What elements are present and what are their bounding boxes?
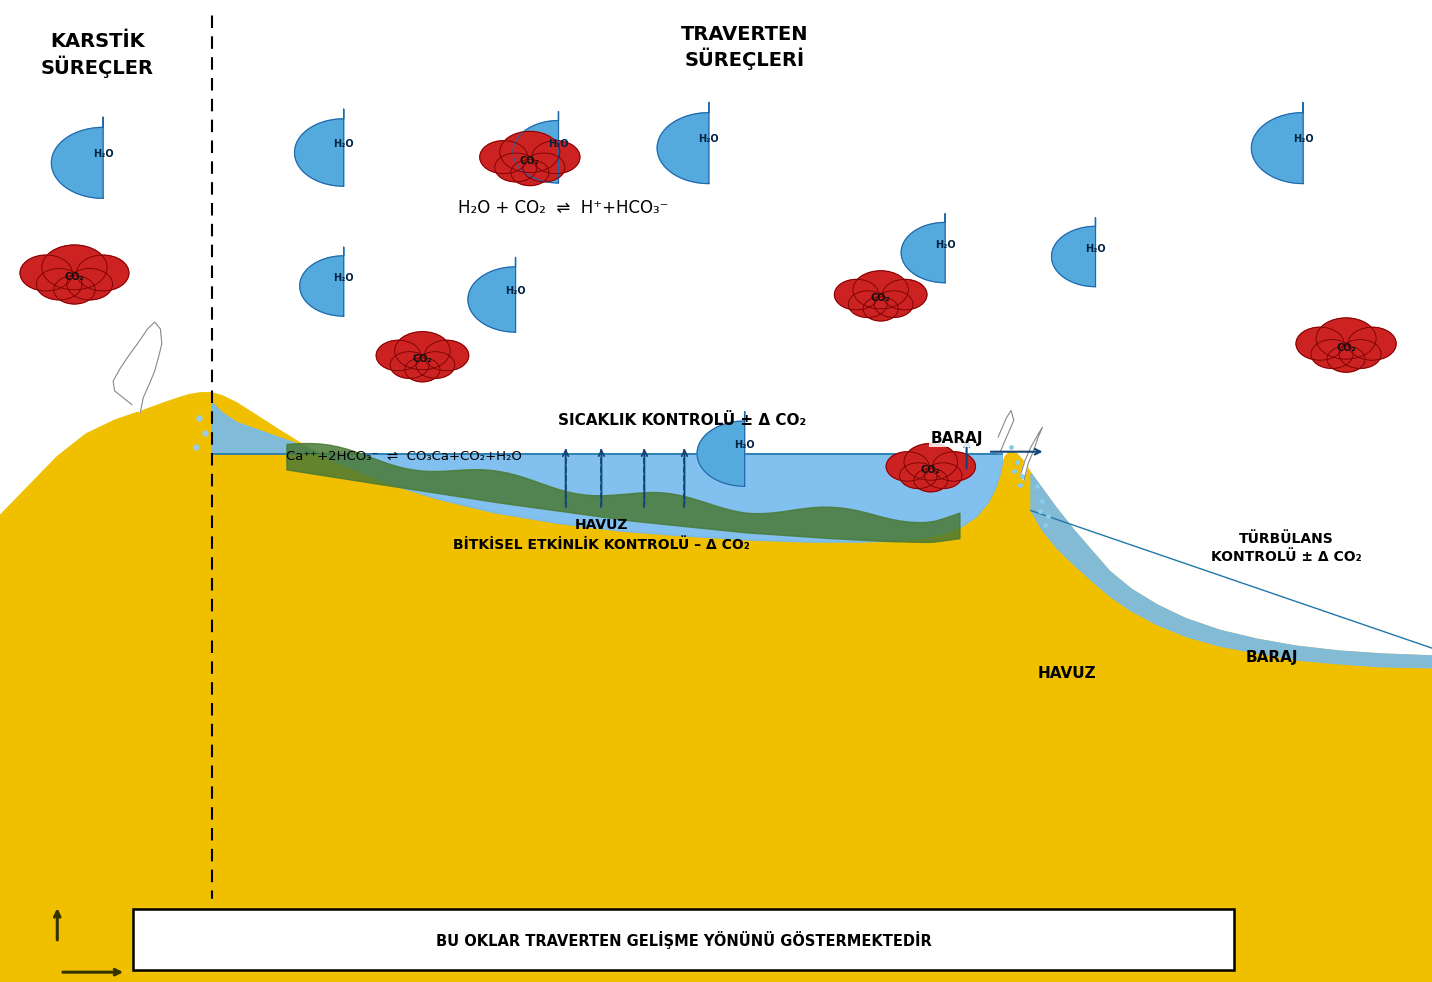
Text: CO₂: CO₂ bbox=[520, 156, 540, 166]
Text: TÜRBÜLANS
KONTROLÜ ± Δ CO₂: TÜRBÜLANS KONTROLÜ ± Δ CO₂ bbox=[1210, 532, 1362, 564]
Polygon shape bbox=[1021, 427, 1042, 481]
Text: CO₂: CO₂ bbox=[1336, 343, 1356, 353]
Polygon shape bbox=[1002, 452, 1432, 982]
Text: BU OKLAR TRAVERTEN GELİŞME YÖNÜNÜ GÖSTERMEKTEDİR: BU OKLAR TRAVERTEN GELİŞME YÖNÜNÜ GÖSTER… bbox=[435, 931, 932, 949]
Circle shape bbox=[932, 452, 975, 481]
Text: Ca⁺⁺+2HCO₃⁻  ⇌  CO₃Ca+CO₂+H₂O: Ca⁺⁺+2HCO₃⁻ ⇌ CO₃Ca+CO₂+H₂O bbox=[286, 450, 523, 464]
Polygon shape bbox=[113, 322, 162, 412]
Circle shape bbox=[495, 153, 537, 182]
Text: CO₂: CO₂ bbox=[871, 294, 891, 303]
Circle shape bbox=[886, 452, 929, 481]
Text: CO₂: CO₂ bbox=[64, 272, 84, 283]
Polygon shape bbox=[513, 112, 558, 183]
Polygon shape bbox=[697, 411, 745, 486]
Circle shape bbox=[390, 352, 430, 378]
Text: H₂O: H₂O bbox=[699, 135, 719, 144]
Circle shape bbox=[835, 279, 879, 310]
Circle shape bbox=[77, 255, 129, 291]
Polygon shape bbox=[657, 102, 709, 184]
Text: CO₂: CO₂ bbox=[412, 355, 432, 364]
Text: H₂O + CO₂  ⇌  H⁺+HCO₃⁻: H₂O + CO₂ ⇌ H⁺+HCO₃⁻ bbox=[458, 199, 669, 217]
Text: H₂O: H₂O bbox=[935, 240, 955, 250]
Text: H₂O: H₂O bbox=[334, 273, 354, 284]
Circle shape bbox=[523, 153, 564, 182]
Circle shape bbox=[853, 271, 908, 309]
Polygon shape bbox=[1031, 473, 1432, 668]
Circle shape bbox=[914, 468, 948, 492]
Polygon shape bbox=[1252, 102, 1303, 184]
Polygon shape bbox=[998, 410, 1014, 454]
Circle shape bbox=[863, 297, 898, 321]
Circle shape bbox=[1339, 340, 1380, 368]
Polygon shape bbox=[295, 109, 344, 187]
Circle shape bbox=[531, 140, 580, 174]
Text: H₂O: H₂O bbox=[93, 149, 113, 159]
Text: H₂O: H₂O bbox=[505, 287, 526, 297]
Circle shape bbox=[415, 352, 455, 378]
Text: TRAVERTEN
SÜREÇLERİ: TRAVERTEN SÜREÇLERİ bbox=[680, 25, 809, 70]
Polygon shape bbox=[299, 247, 344, 316]
Circle shape bbox=[925, 463, 962, 488]
Circle shape bbox=[1348, 327, 1396, 360]
Circle shape bbox=[1327, 346, 1365, 372]
Polygon shape bbox=[1051, 218, 1095, 287]
Text: BARAJ: BARAJ bbox=[931, 431, 982, 446]
Text: H₂O: H₂O bbox=[334, 139, 354, 149]
Text: HAVUZ: HAVUZ bbox=[1038, 666, 1095, 681]
Text: HAVUZ
BİTKİSEL ETKİNLİK KONTROLÜ – Δ CO₂: HAVUZ BİTKİSEL ETKİNLİK KONTROLÜ – Δ CO₂ bbox=[453, 518, 750, 552]
Circle shape bbox=[405, 357, 440, 382]
Text: H₂O: H₂O bbox=[548, 138, 569, 149]
Circle shape bbox=[480, 140, 528, 174]
Polygon shape bbox=[212, 403, 1002, 542]
Circle shape bbox=[1296, 327, 1345, 360]
Circle shape bbox=[67, 268, 113, 300]
Text: H₂O: H₂O bbox=[735, 441, 755, 451]
Circle shape bbox=[54, 276, 95, 304]
Text: KARSTİK
SÜREÇLER: KARSTİK SÜREÇLER bbox=[42, 32, 153, 78]
Text: CO₂: CO₂ bbox=[921, 465, 941, 475]
Circle shape bbox=[848, 291, 888, 317]
Circle shape bbox=[500, 132, 560, 173]
Bar bbox=[0, 899, 1432, 982]
Circle shape bbox=[904, 444, 958, 480]
Text: H₂O: H₂O bbox=[1085, 244, 1106, 254]
Circle shape bbox=[1316, 318, 1376, 359]
Circle shape bbox=[20, 255, 72, 291]
Circle shape bbox=[1312, 340, 1353, 368]
Polygon shape bbox=[468, 257, 516, 332]
FancyBboxPatch shape bbox=[133, 909, 1234, 970]
Circle shape bbox=[395, 332, 450, 370]
Circle shape bbox=[424, 340, 468, 371]
Circle shape bbox=[377, 340, 421, 371]
Circle shape bbox=[874, 291, 914, 317]
Circle shape bbox=[511, 159, 548, 186]
Circle shape bbox=[36, 268, 82, 300]
Polygon shape bbox=[901, 214, 945, 283]
Text: BARAJ: BARAJ bbox=[1246, 650, 1297, 665]
Circle shape bbox=[899, 463, 937, 488]
Text: SICAKLIK KONTROLÜ ± Δ CO₂: SICAKLIK KONTROLÜ ± Δ CO₂ bbox=[558, 412, 806, 428]
Polygon shape bbox=[52, 117, 103, 198]
Circle shape bbox=[882, 279, 927, 310]
Text: H₂O: H₂O bbox=[1293, 135, 1313, 144]
Polygon shape bbox=[0, 393, 1002, 982]
Circle shape bbox=[42, 246, 107, 290]
